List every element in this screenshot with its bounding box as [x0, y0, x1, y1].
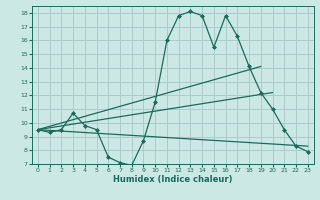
X-axis label: Humidex (Indice chaleur): Humidex (Indice chaleur): [113, 175, 233, 184]
